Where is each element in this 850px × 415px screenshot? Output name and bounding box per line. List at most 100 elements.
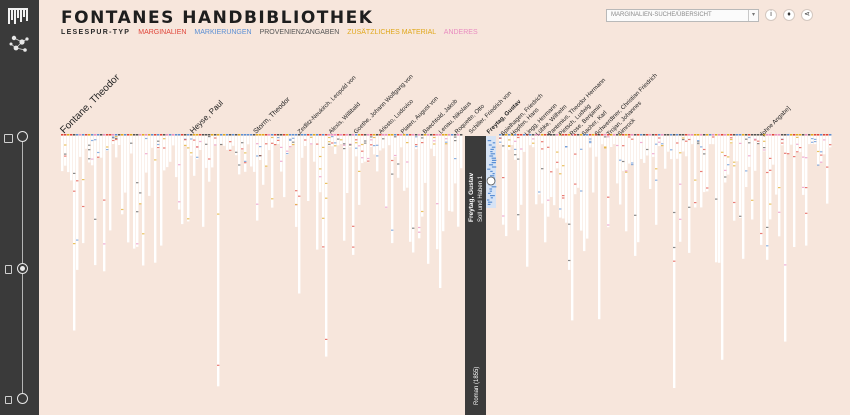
book-bar[interactable] [181, 136, 184, 225]
book-bar[interactable] [205, 136, 208, 168]
book-bar[interactable] [799, 136, 802, 153]
book-bar[interactable] [454, 136, 457, 184]
book-bar[interactable] [214, 136, 217, 145]
book-bar[interactable] [124, 136, 127, 193]
book-bar[interactable] [253, 136, 256, 172]
book-bar[interactable] [352, 136, 355, 255]
book-bar[interactable] [601, 136, 604, 145]
book-bar[interactable] [775, 136, 778, 195]
library-view-icon[interactable] [4, 134, 13, 143]
book-bar[interactable] [574, 136, 577, 195]
book-bar[interactable] [337, 136, 340, 146]
book-bar[interactable] [364, 136, 367, 162]
book-bar[interactable] [703, 136, 706, 193]
book-bar[interactable] [64, 136, 67, 166]
book-bar[interactable] [280, 136, 283, 172]
book-view-icon[interactable] [5, 265, 12, 274]
book-bar[interactable] [199, 136, 202, 150]
book-bar[interactable] [772, 136, 775, 165]
book-bar[interactable] [400, 136, 403, 148]
book-bar[interactable] [244, 136, 247, 172]
book-bar[interactable] [427, 136, 430, 264]
book-bar[interactable] [232, 136, 235, 146]
book-bar[interactable] [568, 136, 571, 270]
book-bar[interactable] [295, 136, 298, 227]
book-bar[interactable] [118, 136, 121, 145]
book-bar[interactable] [370, 136, 373, 147]
book-bar[interactable] [256, 136, 259, 221]
selected-book-panel[interactable]: Freytag, Gustav Soll und Haben 1 Roman (… [465, 136, 497, 415]
book-bar[interactable] [736, 136, 739, 162]
book-bar[interactable] [94, 136, 97, 266]
book-bar[interactable] [67, 136, 70, 173]
legend-item-markierungen[interactable]: MARKIERUNGEN [194, 29, 252, 36]
book-bar[interactable] [127, 136, 130, 243]
book-bar[interactable] [550, 136, 553, 197]
book-bar[interactable] [754, 136, 757, 171]
book-bar[interactable] [610, 136, 613, 147]
book-bar[interactable] [826, 136, 829, 204]
legend-item-material[interactable]: ZUSÄTZLICHES MATERIAL [347, 29, 437, 36]
book-bar[interactable] [706, 136, 709, 192]
book-bar[interactable] [403, 136, 406, 191]
book-bar[interactable] [412, 136, 415, 253]
book-bar[interactable] [523, 136, 526, 152]
lightbulb-icon[interactable]: ♦ [783, 9, 795, 21]
book-bar[interactable] [637, 136, 640, 243]
book-bar[interactable] [694, 136, 697, 208]
book-bar[interactable] [361, 136, 364, 164]
book-bar[interactable] [136, 136, 139, 247]
book-bar[interactable] [397, 136, 400, 178]
book-bar[interactable] [682, 136, 685, 152]
book-bar[interactable] [709, 136, 712, 145]
book-bar[interactable] [595, 136, 598, 157]
book-bar[interactable] [670, 136, 673, 160]
book-bar[interactable] [517, 136, 520, 231]
book-bar[interactable] [388, 136, 391, 146]
zoom-knob-bottom[interactable] [17, 393, 28, 404]
book-bar[interactable] [793, 136, 796, 247]
book-bar[interactable] [640, 136, 643, 159]
book-bar[interactable] [310, 136, 313, 145]
book-bar[interactable] [508, 136, 511, 150]
book-bar[interactable] [193, 136, 196, 176]
book-bar[interactable] [247, 136, 250, 145]
book-bar[interactable] [547, 136, 550, 217]
book-bar[interactable] [103, 136, 106, 272]
book-bar[interactable] [148, 136, 151, 196]
book-bar[interactable] [346, 136, 349, 193]
book-bar[interactable] [679, 136, 682, 242]
book-bar[interactable] [139, 136, 142, 204]
book-bar[interactable] [631, 136, 634, 165]
book-bar[interactable] [769, 136, 772, 220]
book-bar[interactable] [802, 136, 805, 195]
book-bar[interactable] [541, 136, 544, 204]
book-bar[interactable] [649, 136, 652, 189]
book-bar[interactable] [661, 136, 664, 146]
book-bar[interactable] [331, 136, 334, 147]
book-bar[interactable] [646, 136, 649, 156]
book-bar[interactable] [319, 136, 322, 193]
book-bar[interactable] [718, 136, 721, 263]
book-bar[interactable] [520, 136, 523, 205]
book-bar[interactable] [811, 136, 814, 144]
book-bar[interactable] [298, 136, 301, 294]
book-bar[interactable] [553, 136, 556, 206]
book-bar[interactable] [739, 136, 742, 218]
book-bar[interactable] [502, 136, 505, 225]
book-bar[interactable] [262, 136, 265, 185]
book-bar[interactable] [760, 136, 763, 245]
book-bar[interactable] [418, 136, 421, 239]
book-bar[interactable] [391, 136, 394, 244]
author-label-storm[interactable]: Storm, Theodor [252, 96, 292, 136]
book-bar[interactable] [433, 136, 436, 157]
book-bar[interactable] [790, 136, 793, 145]
book-bar[interactable] [121, 136, 124, 215]
book-bar[interactable] [544, 136, 547, 243]
book-bar[interactable] [505, 136, 508, 237]
book-bar[interactable] [184, 136, 187, 146]
book-bar[interactable] [526, 136, 529, 267]
book-bar[interactable] [625, 136, 628, 232]
book-bar[interactable] [622, 136, 625, 171]
book-bar[interactable] [154, 136, 157, 263]
